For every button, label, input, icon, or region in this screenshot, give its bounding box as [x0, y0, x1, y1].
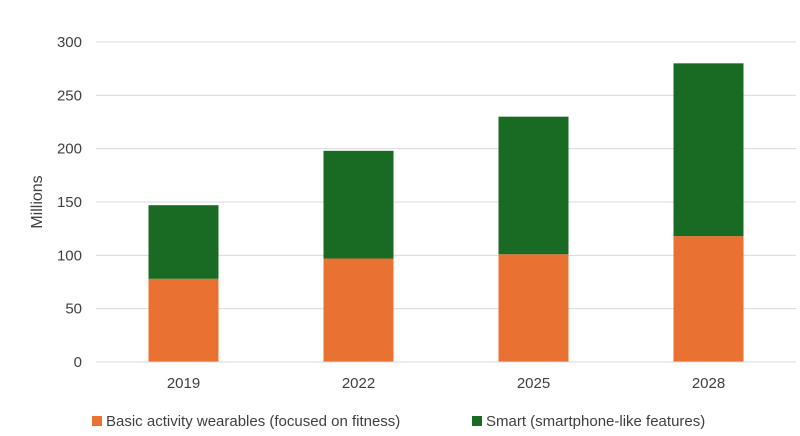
bars [148, 63, 744, 362]
bar-segment-basic-2022 [323, 258, 394, 362]
x-tick-label: 2022 [342, 375, 375, 392]
bar-segment-basic-2025 [498, 254, 569, 362]
x-axis-ticks: 2019 2022 2025 2028 [167, 375, 725, 392]
y-axis-ticks: 0 50 100 150 200 250 300 [57, 34, 82, 371]
y-tick-label: 0 [74, 354, 82, 371]
y-tick-label: 150 [57, 194, 82, 211]
y-tick-label: 200 [57, 141, 82, 158]
x-tick-label: 2028 [692, 375, 725, 392]
legend-swatch [472, 416, 482, 426]
legend-swatch [92, 416, 102, 426]
y-tick-label: 50 [65, 301, 82, 318]
y-tick-label: 100 [57, 247, 82, 264]
bar-segment-smart-2022 [323, 150, 394, 259]
bar-segment-basic-2028 [673, 236, 744, 362]
legend-label: Smart (smartphone-like features) [486, 413, 705, 430]
y-axis-label: Millions [29, 175, 46, 228]
bar-segment-smart-2019 [148, 205, 219, 279]
y-tick-label: 250 [57, 87, 82, 104]
y-tick-label: 300 [57, 34, 82, 51]
bar-segment-smart-2025 [498, 116, 569, 255]
bar-segment-smart-2028 [673, 63, 744, 237]
legend: Basic activity wearables (focused on fit… [92, 413, 705, 430]
x-tick-label: 2019 [167, 375, 200, 392]
bar-segment-basic-2019 [148, 278, 219, 362]
legend-label: Basic activity wearables (focused on fit… [106, 413, 400, 430]
x-tick-label: 2025 [517, 375, 550, 392]
